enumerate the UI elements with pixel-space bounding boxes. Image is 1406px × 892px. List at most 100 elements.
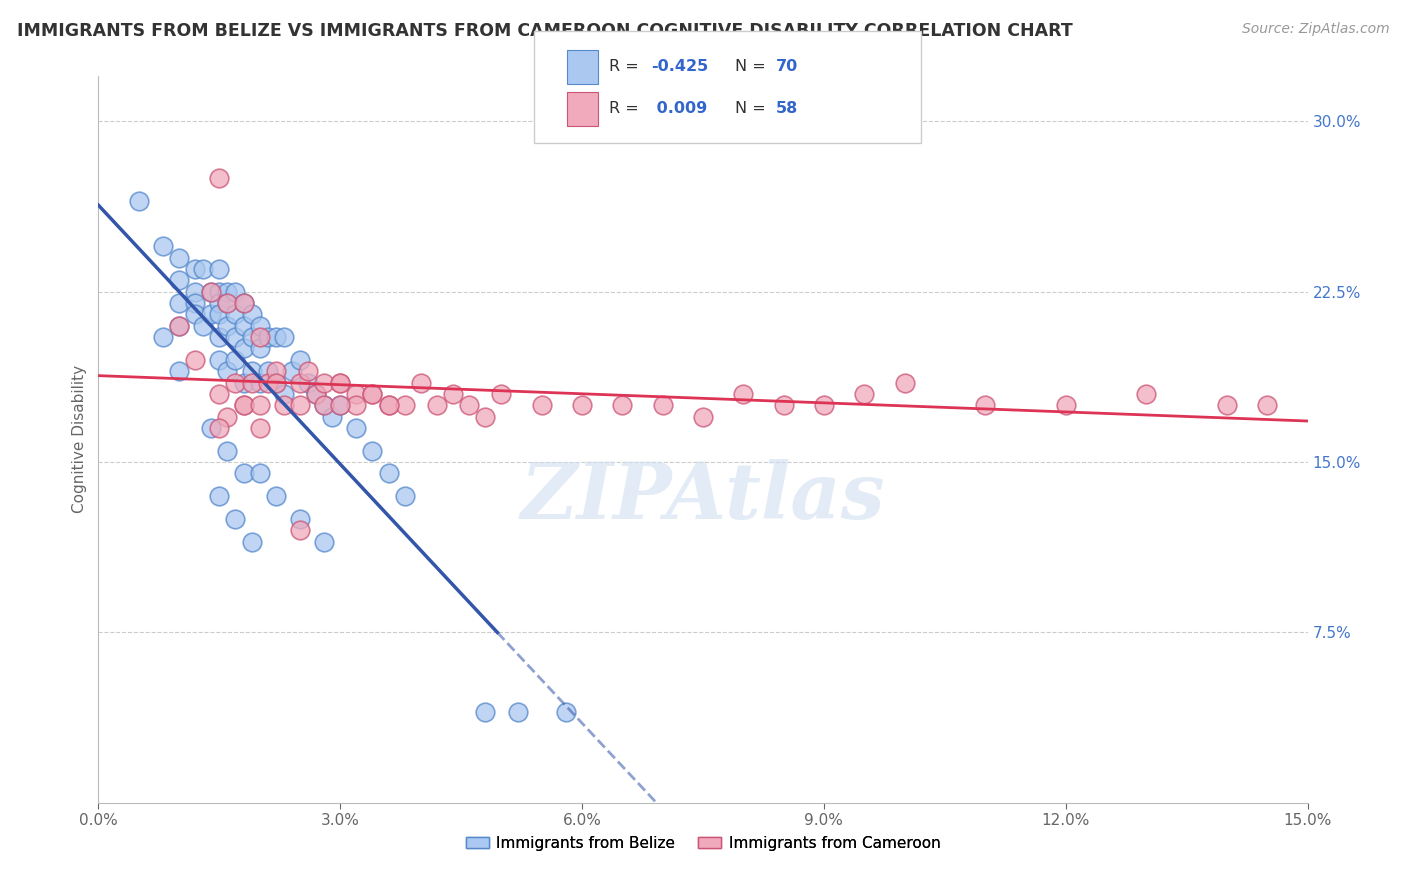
Point [217,364,239,378]
Point [329,398,352,412]
Point [571,398,593,412]
Point [1256,398,1278,412]
Point [167,296,190,310]
Point [208,296,231,310]
Point [288,512,311,526]
Point [264,330,287,344]
Point [974,398,997,412]
Legend: Immigrants from Belize, Immigrants from Cameroon: Immigrants from Belize, Immigrants from … [460,830,946,857]
Point [232,342,254,356]
Point [813,398,835,412]
Point [184,261,207,276]
Point [208,352,231,367]
Point [893,376,915,390]
Point [240,534,263,549]
Text: IMMIGRANTS FROM BELIZE VS IMMIGRANTS FROM CAMEROON COGNITIVE DISABILITY CORRELAT: IMMIGRANTS FROM BELIZE VS IMMIGRANTS FRO… [17,22,1073,40]
Point [692,409,714,424]
Text: N =: N = [735,60,772,74]
Point [167,273,190,287]
Y-axis label: Cognitive Disability: Cognitive Disability [72,365,87,514]
Point [193,318,215,333]
Point [232,318,254,333]
Point [184,296,207,310]
Point [853,387,876,401]
Point [1216,398,1239,412]
Text: R =: R = [609,102,644,116]
Point [321,409,343,424]
Point [1135,387,1157,401]
Point [555,705,578,719]
Point [329,376,352,390]
Point [361,443,384,458]
Point [249,398,271,412]
Point [184,307,207,321]
Point [361,387,384,401]
Point [208,387,231,401]
Point [612,398,634,412]
Point [167,318,190,333]
Point [224,512,246,526]
Point [232,398,254,412]
Point [167,251,190,265]
Point [184,352,207,367]
Point [733,387,755,401]
Point [208,285,231,299]
Point [240,330,263,344]
Point [491,387,513,401]
Text: -0.425: -0.425 [651,60,709,74]
Point [305,387,328,401]
Point [273,387,295,401]
Point [264,376,287,390]
Point [441,387,464,401]
Point [530,398,553,412]
Point [128,194,150,208]
Point [200,307,222,321]
Text: 58: 58 [776,102,799,116]
Point [217,318,239,333]
Point [256,376,278,390]
Point [297,376,319,390]
Text: ZIPAtlas: ZIPAtlas [520,459,886,536]
Point [217,409,239,424]
Point [426,398,449,412]
Point [208,330,231,344]
Point [305,387,328,401]
Point [193,261,215,276]
Point [297,364,319,378]
Point [224,352,246,367]
Point [314,534,336,549]
Point [200,285,222,299]
Point [264,364,287,378]
Point [249,376,271,390]
Point [474,705,496,719]
Point [281,364,304,378]
Point [394,489,416,503]
Point [232,376,254,390]
Point [474,409,496,424]
Point [152,330,174,344]
Point [200,285,222,299]
Point [772,398,794,412]
Point [167,318,190,333]
Point [458,398,481,412]
Point [344,398,367,412]
Point [409,376,432,390]
Point [217,296,239,310]
Point [273,330,295,344]
Text: 0.009: 0.009 [651,102,707,116]
Point [329,376,352,390]
Point [232,296,254,310]
Point [394,398,416,412]
Point [249,467,271,481]
Point [314,398,336,412]
Point [377,398,399,412]
Point [288,523,311,537]
Point [232,296,254,310]
Point [232,467,254,481]
Point [208,307,231,321]
Point [506,705,529,719]
Point [264,489,287,503]
Point [288,376,311,390]
Point [249,330,271,344]
Point [167,364,190,378]
